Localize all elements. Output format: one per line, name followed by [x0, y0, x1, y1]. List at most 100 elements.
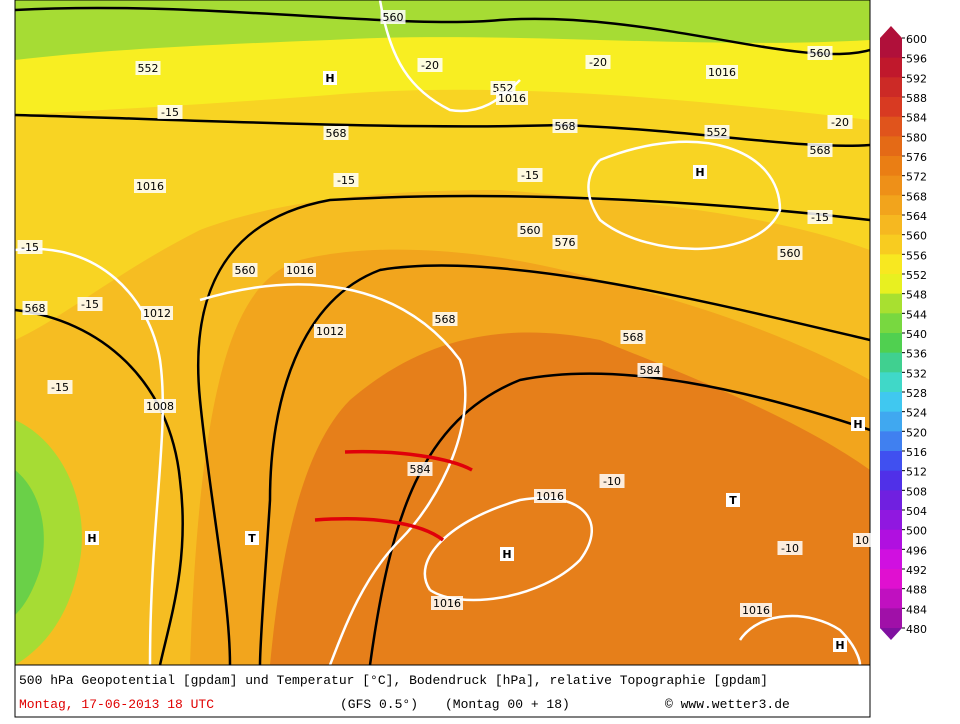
- pressure-center: T: [729, 494, 737, 507]
- label-bg: [77, 297, 103, 311]
- colorbar-label: 488: [906, 584, 927, 597]
- colorbar-cell: [880, 77, 902, 98]
- label-bg: [777, 541, 803, 555]
- colorbar-label: 508: [906, 485, 927, 498]
- contour-label: 1012: [143, 307, 171, 320]
- label-bg: [22, 301, 48, 315]
- label-bg: [740, 603, 772, 617]
- colorbar-cell: [880, 313, 902, 334]
- colorbar-cell: [880, 274, 902, 295]
- label-bg: [706, 65, 738, 79]
- colorbar-cell: [880, 588, 902, 609]
- contour-label: 1008: [146, 400, 174, 413]
- colorbar-label: 504: [906, 505, 927, 518]
- label-bg: [380, 10, 406, 24]
- label-bg: [552, 119, 578, 133]
- contour-label: 1016: [136, 180, 164, 193]
- colorbar-cell: [880, 411, 902, 432]
- contour-label: 10: [855, 534, 869, 547]
- contour-label: 568: [555, 120, 576, 133]
- contour-label: 1016: [433, 597, 461, 610]
- label-bg: [704, 125, 730, 139]
- colorbar-cell: [880, 569, 902, 590]
- contour-label: 584: [640, 364, 661, 377]
- colorbar-cell: [880, 293, 902, 314]
- colorbar-label: 576: [906, 151, 927, 164]
- label-bg: [807, 46, 833, 60]
- contour-label: 568: [25, 302, 46, 315]
- contour-label: 1016: [708, 66, 736, 79]
- colorbar-cell: [880, 352, 902, 373]
- label-bg: [17, 240, 43, 254]
- colorbar-label: 536: [906, 348, 927, 361]
- label-bg: [726, 493, 740, 507]
- footer-date: Montag, 17-06-2013 18 UTC: [19, 697, 214, 712]
- colorbar-cell: [880, 529, 902, 550]
- pressure-center: H: [853, 418, 862, 431]
- contour-label: -15: [521, 169, 539, 182]
- colorbar-cell: [880, 392, 902, 413]
- contour-label: 1016: [536, 490, 564, 503]
- label-bg: [552, 235, 578, 249]
- contour-label: -10: [781, 542, 799, 555]
- colorbar-cell: [880, 372, 902, 393]
- contour-label: -15: [81, 298, 99, 311]
- colorbar-label: 484: [906, 603, 927, 616]
- label-bg: [599, 474, 625, 488]
- label-bg: [534, 489, 566, 503]
- pressure-center: H: [325, 72, 334, 85]
- field-band: [15, 420, 82, 665]
- contour-label: 560: [810, 47, 831, 60]
- colorbar-label: 520: [906, 426, 927, 439]
- colorbar-label: 500: [906, 525, 927, 538]
- contour-label: 584: [410, 463, 431, 476]
- geopotential-contours: [15, 6, 870, 665]
- contour-label: 560: [780, 247, 801, 260]
- colorbar-label: 512: [906, 466, 927, 479]
- contour-label: 576: [555, 236, 576, 249]
- contour-label: -20: [421, 59, 439, 72]
- contour-label: 1012: [316, 325, 344, 338]
- label-bg: [333, 173, 359, 187]
- label-bg: [517, 168, 543, 182]
- pressure-center: H: [835, 639, 844, 652]
- label-bg: [47, 380, 73, 394]
- colorbar-label: 600: [906, 33, 927, 46]
- label-bg: [323, 126, 349, 140]
- pressure-center: H: [502, 548, 511, 561]
- contour-label: 552: [707, 126, 728, 139]
- label-bg: [853, 533, 871, 547]
- colorbar-label: 540: [906, 328, 927, 341]
- colorbar-label: 516: [906, 446, 927, 459]
- label-bg: [496, 91, 528, 105]
- colorbar-label: 560: [906, 230, 927, 243]
- label-bg: [620, 330, 646, 344]
- pressure-center: H: [87, 532, 96, 545]
- colorbar: 600 596 592 588 584 580 576 572 568 564 560 556 552 5…: [880, 26, 927, 640]
- footer-source: © www.wetter3.de: [665, 697, 790, 712]
- contour-label: 1016: [286, 264, 314, 277]
- label-bg: [851, 417, 865, 431]
- contour-label: 552: [138, 62, 159, 75]
- contour-label: 560: [520, 224, 541, 237]
- label-bg: [807, 143, 833, 157]
- contour-label: 1016: [742, 604, 770, 617]
- colorbar-cell: [880, 490, 902, 511]
- map: [15, 0, 870, 665]
- label-bg: [232, 263, 258, 277]
- contour-label: 568: [435, 313, 456, 326]
- colorbar-cap: [880, 26, 902, 38]
- pressure-center: T: [248, 532, 256, 545]
- fronts: [314, 449, 473, 542]
- colorbar-label: 580: [906, 131, 927, 144]
- label-bg: [245, 531, 259, 545]
- contour-label: -15: [337, 174, 355, 187]
- colorbar-label: 584: [906, 112, 927, 125]
- colorbar-label: 592: [906, 72, 927, 85]
- colorbar-cell: [880, 510, 902, 531]
- colorbar-label: 548: [906, 289, 927, 302]
- colorbar-label: 596: [906, 53, 927, 66]
- footer-box: [14, 664, 871, 718]
- label-bg: [314, 324, 346, 338]
- colorbar-label: 492: [906, 564, 927, 577]
